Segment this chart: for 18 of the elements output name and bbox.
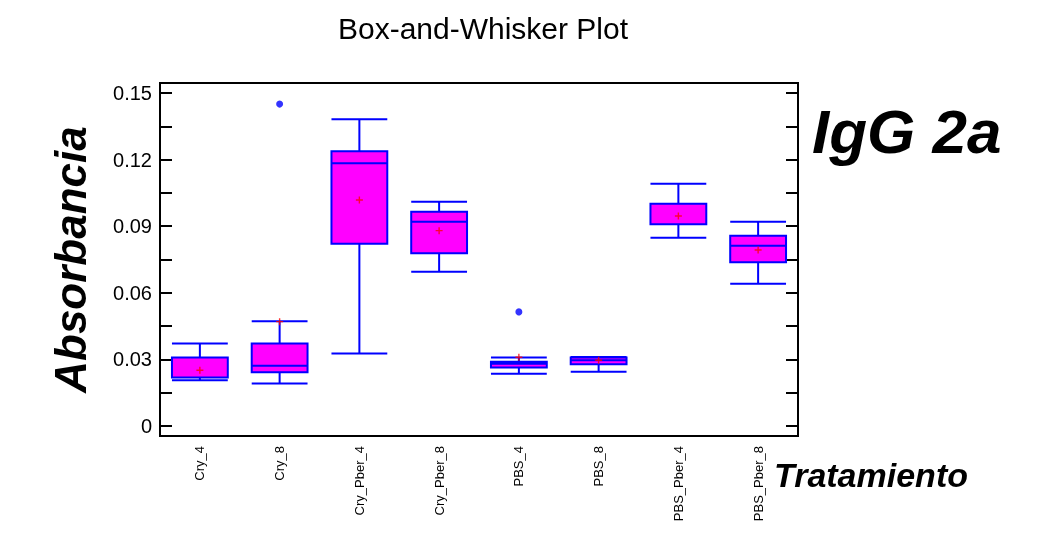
y-tick-label: 0.15: [113, 81, 152, 104]
y-tick-label: 0: [140, 415, 152, 438]
y-tick-label: 0.06: [113, 281, 152, 304]
y-tick-label: 0.09: [113, 215, 152, 238]
x-tick-label: PBS_8: [591, 446, 607, 487]
x-axis-title: Tratamiento: [774, 456, 968, 494]
chart-title: Box-and-Whisker Plot: [337, 11, 629, 45]
x-tick-label: PBS_Pber_8: [750, 446, 766, 522]
y-tick-label: 0.03: [113, 348, 152, 371]
x-tick-label: PBS_4: [511, 446, 527, 487]
x-tick-label: Cry_4: [192, 446, 208, 481]
x-tick-label: Cry_8: [272, 446, 288, 481]
x-tick-label: Cry_Pber_4: [351, 446, 367, 516]
x-tick-label: PBS_Pber_4: [670, 446, 686, 522]
x-tick-label: Cry_Pber_8: [431, 446, 447, 516]
text: IgG 2a: [812, 96, 1002, 166]
y-tick-label: 0.12: [113, 148, 152, 171]
y-axis-title: Absorbancia: [45, 126, 95, 394]
